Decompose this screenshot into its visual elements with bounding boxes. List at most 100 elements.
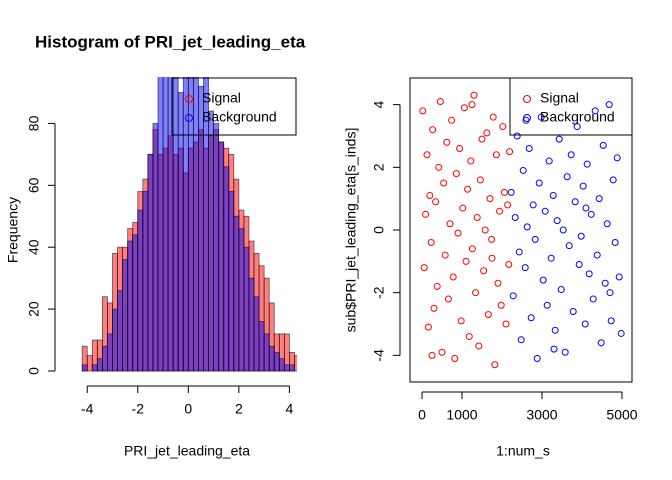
point [423,151,431,159]
x-tick-label: 4 [286,401,294,417]
bar [157,77,164,372]
bar [223,166,230,372]
point [567,151,575,159]
point [467,157,475,165]
bar [228,191,235,372]
point [507,188,515,196]
point [545,157,553,165]
y-tick-label: 20 [26,301,42,317]
point [432,198,440,206]
y-tick-label: -4 [371,349,387,362]
scatter-points [419,91,625,369]
point [444,295,452,303]
bar [263,333,270,372]
point [597,339,605,347]
bar [248,277,255,372]
legend-box [171,77,297,136]
bar [182,77,189,372]
point [571,198,579,206]
point [433,282,441,290]
point [577,232,585,240]
bar [283,364,290,372]
bar [238,228,245,372]
point [581,320,589,328]
point [494,279,502,287]
bar [278,358,285,372]
point [429,126,437,134]
bar [258,321,265,372]
bar [192,77,199,372]
point [502,320,510,328]
y-axis-label: sub$PRI_jet_leading_eta[s_inds] [343,128,359,333]
point [440,179,448,187]
y-tick-label: 0 [371,226,387,234]
bar [273,352,280,372]
bar [122,259,129,372]
point [484,311,492,319]
point [430,304,438,312]
point [460,104,468,112]
point [595,195,603,203]
legend-label: Background [202,109,277,125]
x-axis-label: 1:num_s [496,443,550,459]
point [575,260,583,268]
point [420,264,428,272]
point [599,141,607,149]
bar [243,246,250,372]
point [464,185,472,193]
legend-label: Signal [202,90,241,106]
point [605,101,613,109]
point [593,251,601,259]
point [541,207,549,215]
point [505,260,513,268]
y-tick-label: 0 [26,367,42,375]
y-tick-label: 4 [371,101,387,109]
point [515,248,523,256]
bar [268,345,275,372]
x-tick-label: -4 [81,401,94,417]
point [609,176,617,184]
point [617,329,625,337]
point [555,135,563,143]
point [535,179,543,187]
point [509,292,517,300]
bar [177,92,184,372]
legend-label: Signal [540,90,579,106]
point [441,251,449,259]
y-tick-label: 60 [26,177,42,193]
point [613,154,621,162]
point [486,195,494,203]
legend-marker [185,114,193,122]
bar [198,85,204,372]
point [428,351,436,359]
legend-box [509,77,633,136]
bar [112,308,118,372]
bar [142,191,149,372]
point [470,91,478,99]
point [443,138,451,146]
bar [172,77,179,372]
point [491,361,499,369]
point [419,107,427,115]
point [553,217,561,225]
y-axis-label: Frequency [5,197,21,263]
chart-title: Histogram of PRI_jet_leading_eta [35,32,306,51]
point [551,326,559,334]
point [589,295,597,303]
y-tick-label: 40 [26,239,42,255]
point [591,107,599,115]
x-tick-label: 1000 [446,407,477,423]
point [601,279,609,287]
point [476,176,484,184]
point [435,163,443,171]
point [559,226,567,234]
point [472,289,480,297]
point [478,135,486,143]
x-tick-label: -2 [132,401,145,417]
point [427,239,435,247]
point [537,113,545,121]
point [448,116,456,124]
point [606,289,614,297]
legend-label: Background [540,109,615,125]
